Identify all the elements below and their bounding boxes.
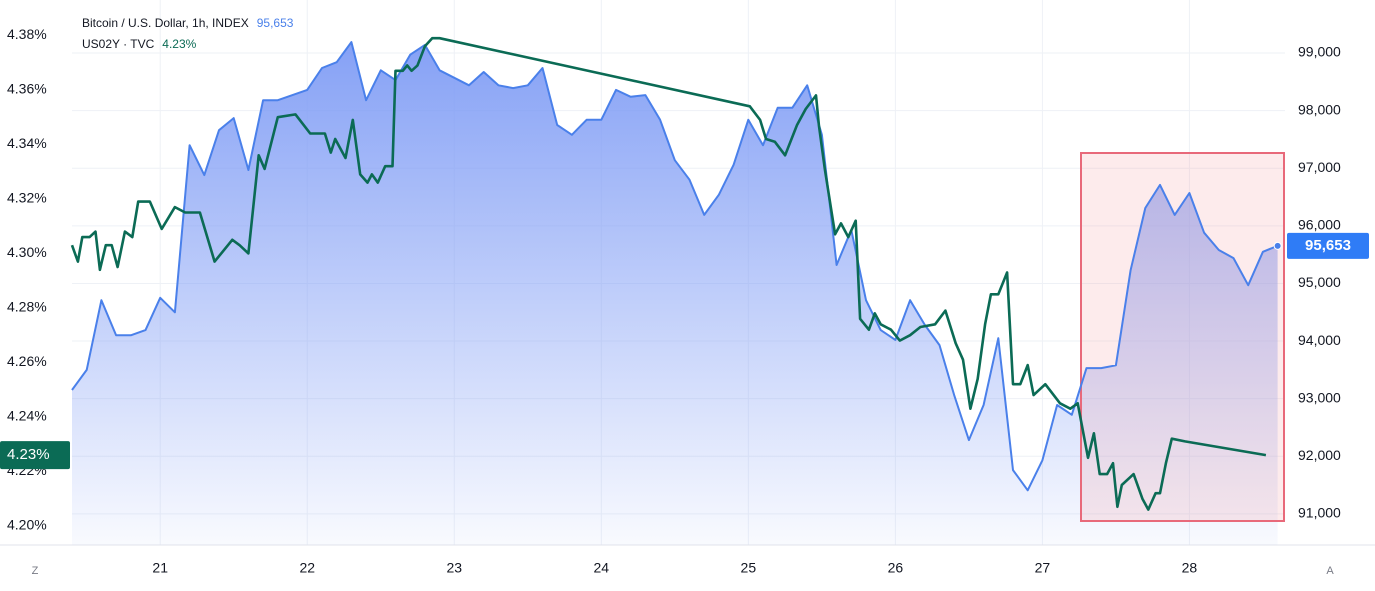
legend-value: 4.23% xyxy=(162,37,196,51)
price-badge xyxy=(1287,232,1369,259)
legend-value: 95,653 xyxy=(257,16,294,30)
x-tick-label: 21 xyxy=(152,560,168,576)
x-tick-label: 22 xyxy=(299,560,315,576)
y2-tick-label: 98,000 xyxy=(1298,101,1341,117)
y2-tick-label: 91,000 xyxy=(1298,505,1341,521)
x-tick-label: 24 xyxy=(594,560,610,576)
highlight-box xyxy=(1080,152,1285,522)
y-tick-label: 4.24% xyxy=(7,408,47,424)
auto-button[interactable]: A xyxy=(1326,565,1334,577)
x-tick-label: 28 xyxy=(1182,560,1198,576)
y2-tick-label: 92,000 xyxy=(1298,447,1341,463)
last-point xyxy=(1273,241,1282,250)
x-tick-label: 25 xyxy=(741,560,757,576)
zoom-button[interactable]: Z xyxy=(32,565,39,577)
line xyxy=(70,36,1267,511)
area xyxy=(72,42,1278,545)
y2-tick-label: 95,000 xyxy=(1298,274,1341,290)
x-tick-label: 27 xyxy=(1035,560,1051,576)
legend: Bitcoin / U.S. Dollar, 1h, INDEX 95,653 … xyxy=(82,16,294,51)
y2-tick-label: 94,000 xyxy=(1298,332,1341,348)
y-tick-label: 4.26% xyxy=(7,353,47,369)
y2-tick-label: 99,000 xyxy=(1298,44,1341,60)
x-tick-label: 23 xyxy=(446,560,462,576)
y-tick-label: 4.38% xyxy=(7,26,47,42)
line xyxy=(71,41,1278,492)
y-tick-label: 4.28% xyxy=(7,299,47,315)
areas xyxy=(72,42,1278,545)
y2-tick-label: 97,000 xyxy=(1298,159,1341,175)
price-badge xyxy=(0,441,70,470)
y2-tick-label: 93,000 xyxy=(1298,389,1341,405)
y-tick-label: 4.36% xyxy=(7,81,47,97)
y2-tick-label: 96,000 xyxy=(1298,217,1341,233)
x-tick-label: 26 xyxy=(888,560,904,576)
price-badge-label: 4.23% xyxy=(7,446,50,463)
price-badge-label: 95,653 xyxy=(1305,237,1351,254)
y-tick-label: 4.34% xyxy=(7,135,47,151)
y-tick-label: 4.30% xyxy=(7,244,47,260)
y-tick-label: 4.32% xyxy=(7,190,47,206)
y-tick-label: 4.20% xyxy=(7,517,47,533)
lines xyxy=(70,36,1282,511)
legend-name: US02Y · TVC xyxy=(82,37,155,51)
axes: 91,000 92,000 93,000 94,000 95,000 96,000 97,0… xyxy=(0,26,1375,576)
legend-name: Bitcoin / U.S. Dollar, 1h, INDEX xyxy=(82,16,249,30)
